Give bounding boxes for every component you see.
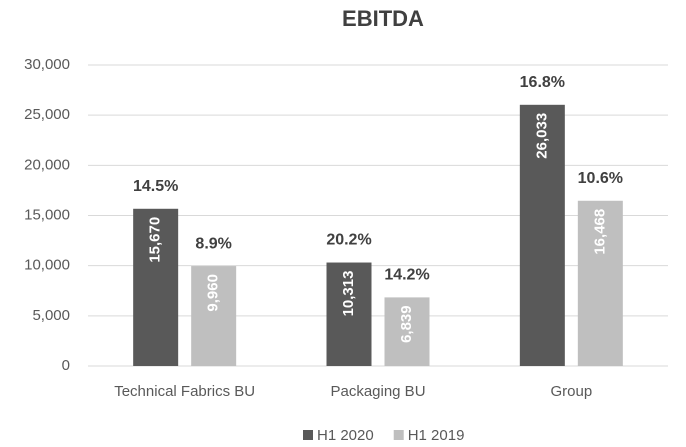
annotation: 14.2% xyxy=(384,267,429,284)
bar xyxy=(577,200,623,366)
y-tick-label: 25,000 xyxy=(24,106,70,123)
y-tick-label: 30,000 xyxy=(24,56,70,73)
legend-label: H1 2019 xyxy=(408,427,465,444)
bar xyxy=(191,266,237,366)
annotation: 20.2% xyxy=(326,232,371,249)
y-tick-label: 20,000 xyxy=(24,156,70,173)
bar xyxy=(384,297,430,366)
x-tick-label: Packaging BU xyxy=(330,383,425,400)
x-tick-label: Group xyxy=(550,383,592,400)
annotation: 16.8% xyxy=(520,74,565,91)
y-tick-label: 10,000 xyxy=(24,257,70,274)
value-label: 16,468 xyxy=(591,209,608,255)
legend-swatch xyxy=(393,430,404,440)
chart-title: EBITDA xyxy=(342,6,424,31)
legend-label: H1 2020 xyxy=(317,427,374,444)
y-tick-label: 5,000 xyxy=(32,307,70,324)
value-label: 9,960 xyxy=(205,274,222,312)
x-tick-label: Technical Fabrics BU xyxy=(114,383,255,400)
bar xyxy=(133,208,179,366)
bar xyxy=(519,104,565,366)
value-label: 6,839 xyxy=(398,305,415,343)
annotation: 14.5% xyxy=(133,178,178,195)
value-label: 26,033 xyxy=(533,113,550,159)
value-label: 15,670 xyxy=(147,217,164,263)
legend-swatch xyxy=(303,430,313,440)
y-tick-label: 0 xyxy=(62,357,70,374)
y-tick-label: 15,000 xyxy=(24,206,70,223)
bar xyxy=(326,262,372,366)
value-label: 10,313 xyxy=(340,271,357,317)
annotation: 10.6% xyxy=(578,170,623,187)
annotation: 8.9% xyxy=(195,235,231,252)
